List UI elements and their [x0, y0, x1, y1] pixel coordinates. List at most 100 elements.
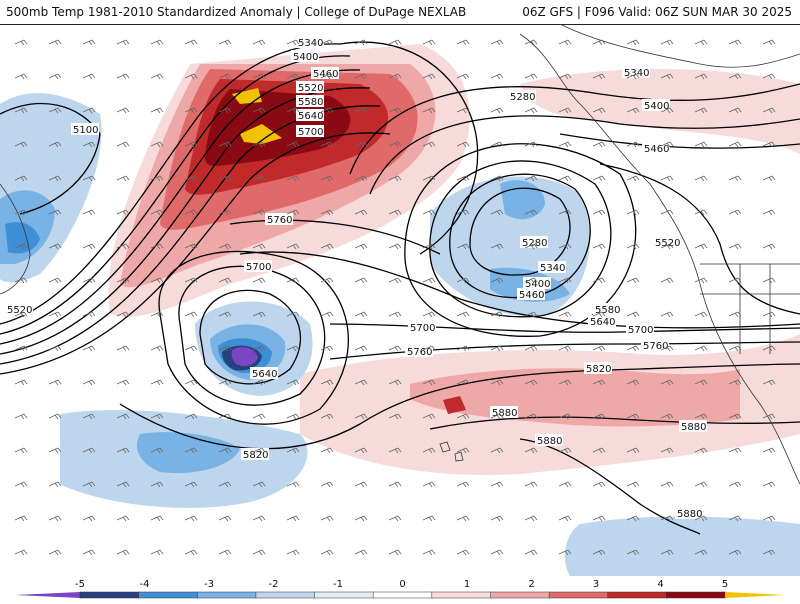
wind-barb	[422, 277, 436, 284]
wind-barb	[694, 515, 708, 522]
contour-label: 5460	[519, 290, 544, 301]
wind-barb	[150, 311, 164, 318]
wind-barb	[762, 243, 776, 250]
colorbar-tick-label: -4	[140, 579, 150, 590]
wind-barb	[524, 175, 538, 182]
wind-barb	[286, 209, 300, 216]
wind-barb	[762, 311, 776, 318]
wind-barb	[320, 311, 334, 318]
contour-line	[519, 438, 701, 535]
wind-barb	[694, 209, 708, 216]
wind-barb	[626, 73, 640, 80]
wind-barb	[218, 345, 232, 352]
wind-barb	[422, 39, 436, 46]
wind-barb	[14, 73, 28, 80]
wind-barb	[14, 515, 28, 522]
wind-barb	[694, 175, 708, 182]
wind-barb	[558, 73, 572, 80]
wind-barb	[286, 379, 300, 386]
contour-label: 5400	[644, 101, 669, 112]
anomaly-map: 5340 5400 5460 5520 5580 5640 5700 5100 …	[0, 24, 800, 577]
wind-barb	[626, 141, 640, 148]
wind-barb	[728, 345, 742, 352]
wind-barb	[524, 243, 538, 250]
contour-label: 5460	[313, 69, 338, 80]
contour-label: 5280	[510, 92, 535, 103]
wind-barb	[388, 379, 402, 386]
wind-barb	[320, 447, 334, 454]
wind-barb	[354, 413, 368, 420]
wind-barb	[762, 345, 776, 352]
contour-line	[0, 87, 371, 355]
wind-barb	[320, 209, 334, 216]
wind-barb	[150, 107, 164, 114]
wind-barb	[762, 73, 776, 80]
wind-barb	[286, 277, 300, 284]
wind-barb	[592, 107, 606, 114]
wind-barb	[116, 481, 130, 488]
wind-barb	[592, 73, 606, 80]
contour-line	[0, 69, 361, 345]
wind-barb	[490, 481, 504, 488]
wind-barb	[456, 277, 470, 284]
wind-barb	[490, 345, 504, 352]
wind-barb	[82, 311, 96, 318]
wind-barb	[388, 277, 402, 284]
wind-barb	[116, 447, 130, 454]
wind-barb	[456, 549, 470, 556]
wind-barb	[150, 141, 164, 148]
wind-barb	[524, 209, 538, 216]
contour-label: 5820	[586, 364, 611, 375]
contour-label: 5700	[298, 127, 323, 138]
wind-barb	[252, 447, 266, 454]
wind-barb	[762, 39, 776, 46]
wind-barb	[82, 141, 96, 148]
wind-barb	[252, 39, 266, 46]
cool-anomaly-south-2	[136, 432, 240, 474]
contour-line	[469, 187, 571, 276]
wind-barb	[388, 549, 402, 556]
wind-barb	[252, 277, 266, 284]
contour-line	[0, 43, 341, 325]
wind-barb	[388, 243, 402, 250]
wind-barb	[422, 243, 436, 250]
wind-barb	[14, 413, 28, 420]
wind-barb	[82, 39, 96, 46]
wind-barb	[218, 311, 232, 318]
wind-barb	[150, 447, 164, 454]
wind-barb	[320, 413, 334, 420]
warm-anomaly-peak-2	[240, 124, 282, 144]
wind-barb	[320, 107, 334, 114]
wind-barb	[762, 107, 776, 114]
wind-barb	[490, 209, 504, 216]
wind-barb	[490, 243, 504, 250]
wind-barb	[592, 209, 606, 216]
wind-barb	[354, 141, 368, 148]
wind-barb	[626, 379, 640, 386]
wind-barb	[388, 447, 402, 454]
wind-barb	[694, 243, 708, 250]
wind-barb	[558, 243, 572, 250]
wind-barb	[592, 39, 606, 46]
wind-barb	[524, 345, 538, 352]
wind-barb	[524, 277, 538, 284]
wind-barb	[218, 481, 232, 488]
wind-barb	[48, 447, 62, 454]
contour-label: 5460	[644, 144, 669, 155]
wind-barb	[660, 73, 674, 80]
wind-barb	[184, 175, 198, 182]
wind-barb	[150, 515, 164, 522]
contour-label: 5100	[73, 125, 98, 136]
wind-barb	[354, 515, 368, 522]
colorbar-tick-label: -2	[269, 579, 279, 590]
wind-barb	[592, 277, 606, 284]
wind-barb	[660, 311, 674, 318]
wind-barb	[660, 209, 674, 216]
wind-barb	[48, 549, 62, 556]
wind-barb	[14, 243, 28, 250]
contour-line	[349, 83, 800, 175]
wind-barb	[184, 243, 198, 250]
wind-barb	[218, 39, 232, 46]
cool-anomaly-southeast	[564, 516, 800, 576]
contour-line	[239, 251, 800, 329]
